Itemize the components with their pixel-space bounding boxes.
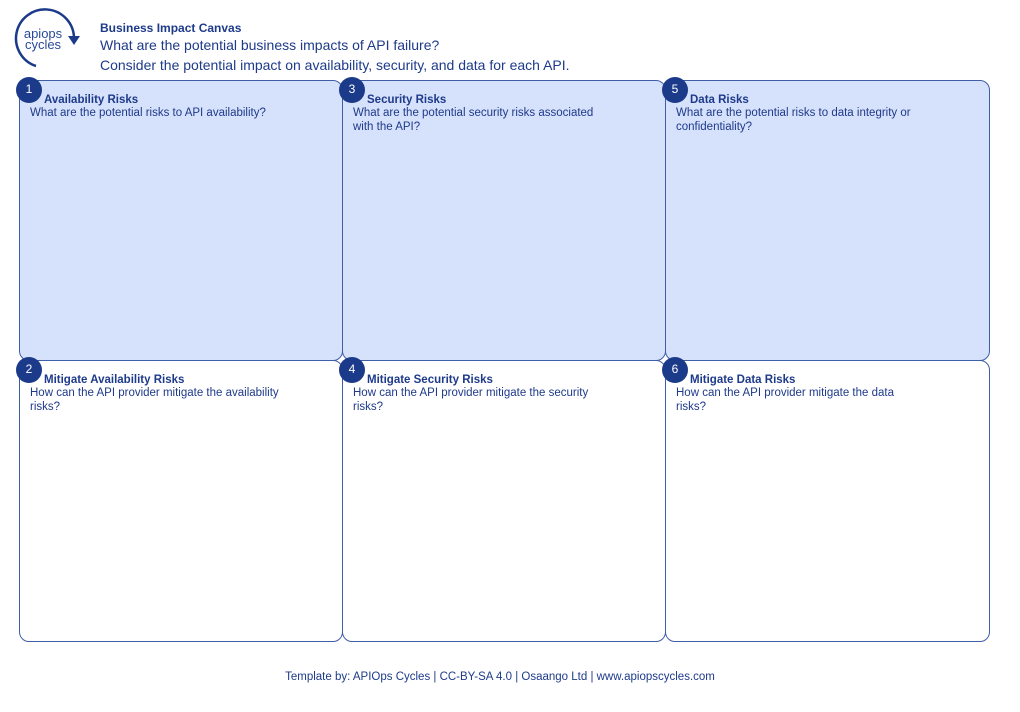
step-number-badge: 6 [662, 357, 688, 383]
box-title: Mitigate Availability Risks [44, 374, 185, 386]
box-title: Availability Risks [44, 94, 139, 106]
step-number-badge: 2 [16, 357, 42, 383]
box-description: What are the potential risks to API avai… [30, 107, 266, 119]
box-title: Security Risks [367, 94, 447, 106]
canvas-title: Business Impact Canvas [100, 21, 242, 35]
box-security-risks[interactable]: 3 Security Risks What are the potential … [339, 77, 666, 361]
logo-text-apiops: apiops [23, 26, 63, 41]
step-number-badge: 4 [339, 357, 365, 383]
cycle-arrow-icon [14, 8, 80, 68]
step-number-badge: 1 [16, 77, 42, 103]
box-mitigate-data-risks[interactable]: 6 Mitigate Data Risks How can the API pr… [662, 357, 990, 642]
canvas-subtitle: Consider the potential impact on availab… [100, 57, 570, 73]
footer-credits: Template by: APIOps Cycles | CC-BY-SA 4.… [285, 671, 715, 683]
box-description: What are the potential security risks as… [353, 107, 594, 133]
box-description: How can the API provider mitigate the se… [353, 387, 589, 413]
canvas-question: What are the potential business impacts … [100, 37, 440, 53]
logo-text-cycles: cycles [24, 37, 62, 52]
box-mitigate-availability-risks[interactable]: 2 Mitigate Availability Risks How can th… [16, 357, 343, 642]
box-description: What are the potential risks to data int… [676, 107, 911, 133]
box-title: Data Risks [690, 94, 749, 106]
box-availability-risks[interactable]: 1 Availability Risks What are the potent… [16, 77, 343, 361]
box-data-risks[interactable]: 5 Data Risks What are the potential risk… [662, 77, 990, 361]
step-number-badge: 3 [339, 77, 365, 103]
step-number-badge: 5 [662, 77, 688, 103]
apiops-cycles-logo: apiops cycles [14, 8, 82, 70]
box-mitigate-security-risks[interactable]: 4 Mitigate Security Risks How can the AP… [339, 357, 666, 642]
box-title: Mitigate Security Risks [367, 374, 493, 386]
box-description: How can the API provider mitigate the av… [30, 387, 279, 413]
box-description: How can the API provider mitigate the da… [676, 387, 894, 413]
box-title: Mitigate Data Risks [690, 374, 796, 386]
